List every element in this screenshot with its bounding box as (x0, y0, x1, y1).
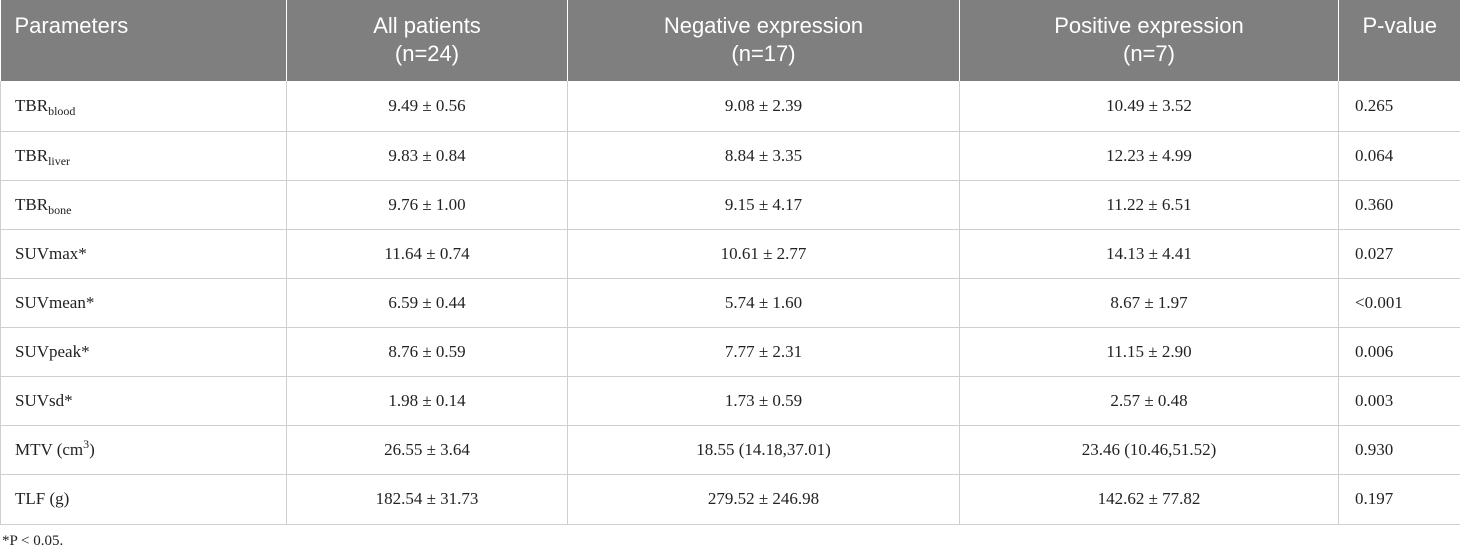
parameter-name: SUVsd* (15, 391, 73, 410)
cell-negative-expression: 5.74 ± 1.60 (568, 278, 960, 327)
parameter-name: TLF (g) (15, 489, 69, 508)
parameter-suffix: ) (89, 440, 95, 459)
parameter-name: SUVmean* (15, 293, 94, 312)
results-table: Parameters All patients (n=24) Negative … (0, 0, 1460, 525)
cell-positive-expression: 11.22 ± 6.51 (960, 180, 1339, 229)
cell-all-patients: 1.98 ± 0.14 (287, 376, 568, 425)
header-parameters: Parameters (1, 0, 287, 81)
parameter-name: MTV (cm (15, 440, 83, 459)
cell-positive-expression: 11.15 ± 2.90 (960, 327, 1339, 376)
cell-parameter: SUVsd* (1, 376, 287, 425)
cell-parameter: TBRliver (1, 131, 287, 180)
cell-p-value: 0.064 (1339, 131, 1460, 180)
footnote: *P < 0.05. (2, 532, 63, 550)
cell-all-patients: 9.83 ± 0.84 (287, 131, 568, 180)
cell-all-patients: 9.76 ± 1.00 (287, 180, 568, 229)
parameter-name: TBR (15, 96, 48, 115)
cell-parameter: TBRblood (1, 81, 287, 131)
cell-positive-expression: 8.67 ± 1.97 (960, 278, 1339, 327)
cell-all-patients: 8.76 ± 0.59 (287, 327, 568, 376)
cell-negative-expression: 279.52 ± 246.98 (568, 474, 960, 524)
cell-parameter: SUVmean* (1, 278, 287, 327)
cell-all-patients: 26.55 ± 3.64 (287, 425, 568, 474)
cell-parameter: TLF (g) (1, 474, 287, 524)
header-p-value: P-value (1339, 0, 1460, 81)
cell-negative-expression: 1.73 ± 0.59 (568, 376, 960, 425)
cell-positive-expression: 14.13 ± 4.41 (960, 229, 1339, 278)
cell-parameter: TBRbone (1, 180, 287, 229)
cell-negative-expression: 7.77 ± 2.31 (568, 327, 960, 376)
cell-p-value: 0.003 (1339, 376, 1460, 425)
cell-p-value: 0.360 (1339, 180, 1460, 229)
cell-all-patients: 9.49 ± 0.56 (287, 81, 568, 131)
parameter-subscript: bone (48, 203, 71, 217)
cell-negative-expression: 10.61 ± 2.77 (568, 229, 960, 278)
parameter-name: TBR (15, 146, 48, 165)
cell-negative-expression: 8.84 ± 3.35 (568, 131, 960, 180)
cell-negative-expression: 18.55 (14.18,37.01) (568, 425, 960, 474)
cell-negative-expression: 9.08 ± 2.39 (568, 81, 960, 131)
cell-parameter: SUVpeak* (1, 327, 287, 376)
cell-parameter: SUVmax* (1, 229, 287, 278)
cell-p-value: 0.930 (1339, 425, 1460, 474)
table-header: Parameters All patients (n=24) Negative … (1, 0, 1460, 81)
cell-positive-expression: 2.57 ± 0.48 (960, 376, 1339, 425)
cell-all-patients: 182.54 ± 31.73 (287, 474, 568, 524)
parameter-subscript: blood (48, 104, 75, 118)
cell-all-patients: 11.64 ± 0.74 (287, 229, 568, 278)
cell-positive-expression: 10.49 ± 3.52 (960, 81, 1339, 131)
cell-p-value: 0.027 (1339, 229, 1460, 278)
cell-parameter: MTV (cm3) (1, 425, 287, 474)
parameter-name: SUVpeak* (15, 342, 90, 361)
cell-positive-expression: 12.23 ± 4.99 (960, 131, 1339, 180)
parameter-name: TBR (15, 195, 48, 214)
cell-p-value: 0.006 (1339, 327, 1460, 376)
cell-p-value: 0.197 (1339, 474, 1460, 524)
parameter-name: SUVmax* (15, 244, 87, 263)
cell-all-patients: 6.59 ± 0.44 (287, 278, 568, 327)
header-all-patients: All patients (n=24) (287, 0, 568, 81)
header-positive-expression: Positive expression (n=7) (960, 0, 1339, 81)
cell-positive-expression: 142.62 ± 77.82 (960, 474, 1339, 524)
header-negative-expression: Negative expression (n=17) (568, 0, 960, 81)
header-row: Parameters All patients (n=24) Negative … (1, 0, 1460, 81)
cell-p-value: <0.001 (1339, 278, 1460, 327)
cell-p-value: 0.265 (1339, 81, 1460, 131)
cell-positive-expression: 23.46 (10.46,51.52) (960, 425, 1339, 474)
parameter-subscript: liver (48, 154, 70, 168)
cell-negative-expression: 9.15 ± 4.17 (568, 180, 960, 229)
